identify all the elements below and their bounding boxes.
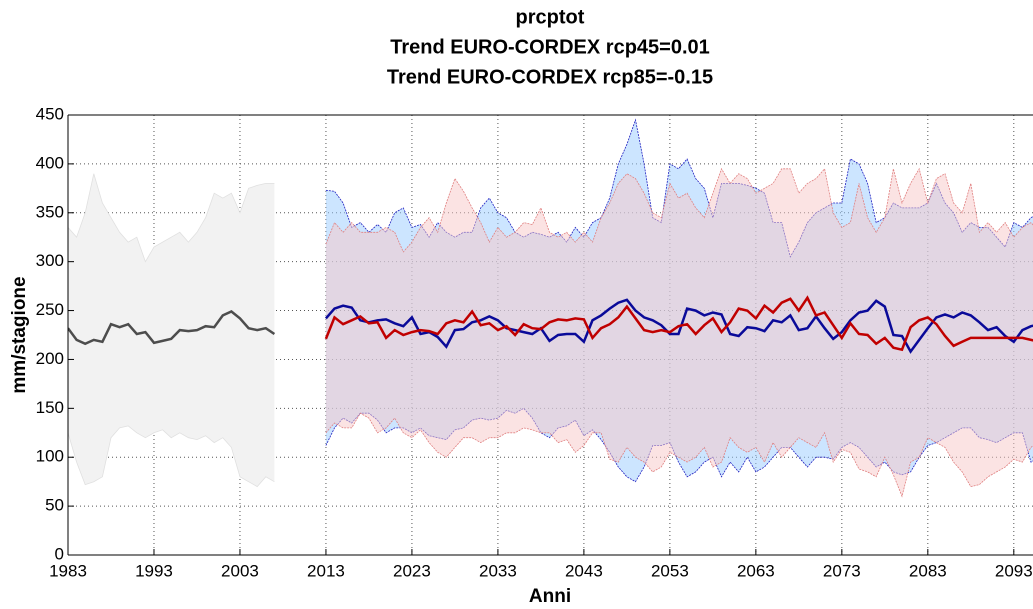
x-tick-label: 1993 — [135, 561, 173, 580]
band-edge — [325, 412, 1033, 498]
x-tick-label: 2033 — [479, 561, 517, 580]
y-tick-label: 400 — [36, 153, 64, 172]
y-tick-label: 50 — [45, 496, 64, 515]
series-line — [324, 295, 1033, 352]
x-tick-label: 2063 — [737, 561, 775, 580]
x-tick-label: 2083 — [909, 561, 947, 580]
axes: 0 50 100 150 200 250 300 350 400 450 1983 1993 2003 2… — [36, 104, 1033, 580]
x-tick-label: 2093 — [995, 561, 1033, 580]
y-tick-label: 250 — [36, 300, 64, 319]
y-tick-label: 100 — [36, 447, 64, 466]
x-tick-label: 2053 — [651, 561, 689, 580]
x-tick-label: 2003 — [221, 561, 259, 580]
band-edge — [325, 407, 1033, 483]
x-tick-label: 2023 — [393, 561, 431, 580]
chart-title: prcptot — [516, 6, 585, 28]
band-area — [68, 173, 275, 487]
x-tick-label: 2013 — [307, 561, 345, 580]
y-axis-label: mm/stagione — [9, 276, 30, 393]
x-tick-label: 1983 — [49, 561, 87, 580]
x-tick-label: 2073 — [823, 561, 861, 580]
x-tick-label: 2043 — [565, 561, 603, 580]
chart-title: Trend EURO-CORDEX rcp85=-0.15 — [387, 66, 713, 88]
y-tick-label: 150 — [36, 398, 64, 417]
y-tick-label: 450 — [36, 104, 64, 123]
series-line — [324, 298, 1033, 354]
band-edge — [68, 425, 275, 488]
chart-title: Trend EURO-CORDEX rcp45=0.01 — [390, 36, 710, 58]
x-axis-label: Anni — [529, 586, 571, 607]
plot-area — [68, 115, 1033, 555]
band-edge — [325, 167, 1033, 253]
y-tick-label: 0 — [55, 544, 64, 563]
y-tick-label: 350 — [36, 202, 64, 221]
series-line — [68, 310, 276, 346]
y-tick-label: 300 — [36, 251, 64, 270]
band-edge — [68, 173, 275, 263]
y-tick-label: 200 — [36, 349, 64, 368]
